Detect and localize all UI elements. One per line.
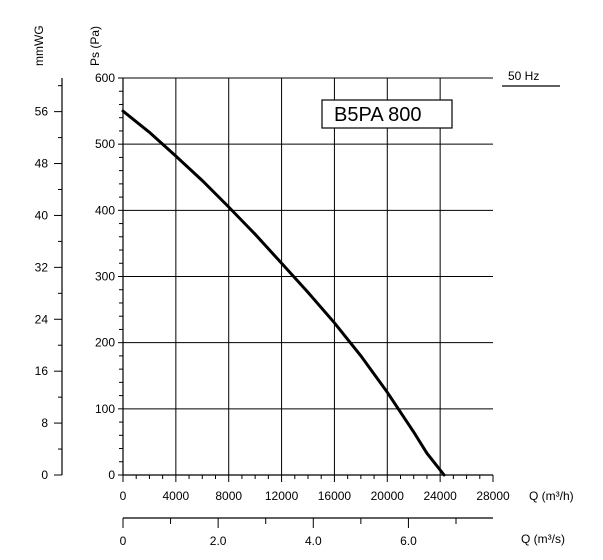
x-tick-label: 24000 (423, 489, 457, 503)
mmwg-tick-label: 56 (35, 105, 49, 119)
y-tick-label: 100 (95, 402, 115, 416)
y-axis-title: Ps (Pa) (88, 26, 102, 66)
y-tick-label: 400 (95, 203, 115, 217)
mmwg-tick-label: 40 (35, 208, 49, 222)
x-axis-title: Q (m³/h) (529, 489, 574, 503)
x-tick-label: 8000 (215, 489, 242, 503)
mmwg-tick-label: 0 (41, 468, 48, 482)
performance-curve (121, 109, 446, 477)
model-label: B5PA 800 (334, 104, 421, 126)
y-tick-label: 500 (95, 137, 115, 151)
mmwg-tick-label: 16 (35, 364, 49, 378)
x-tick-label: 4000 (163, 489, 190, 503)
x-tick-label: 0 (120, 489, 127, 503)
x-tick-label: 28000 (476, 489, 510, 503)
x-tick-label: 16000 (318, 489, 352, 503)
m3s-tick-label: 4.0 (305, 534, 322, 548)
ticks (54, 77, 494, 528)
mmwg-tick-label: 24 (35, 312, 49, 326)
y-tick-label: 300 (95, 270, 115, 284)
m3s-tick-label: 2.0 (210, 534, 227, 548)
x-tick-label: 20000 (371, 489, 405, 503)
mmwg-axis-title: mmWG (32, 25, 46, 66)
frequency-label: 50 Hz (508, 69, 539, 83)
grid (123, 77, 493, 475)
model-label-box (321, 99, 453, 129)
mmwg-tick-label: 32 (35, 260, 49, 274)
m3s-axis-title: Q (m³/s) (521, 532, 565, 546)
mmwg-tick-label: 48 (35, 157, 49, 171)
tick-labels: 0 4000 8000 12000 16000 20000 24000 28000010020… (35, 71, 510, 548)
x-tick-label: 12000 (265, 489, 299, 503)
y-tick-label: 600 (95, 71, 115, 85)
y-tick-label: 0 (108, 468, 115, 482)
m3s-tick-label: 6.0 (400, 534, 417, 548)
y-tick-label: 200 (95, 336, 115, 350)
mmwg-tick-label: 8 (41, 416, 48, 430)
m3s-tick-label: 0 (120, 534, 127, 548)
